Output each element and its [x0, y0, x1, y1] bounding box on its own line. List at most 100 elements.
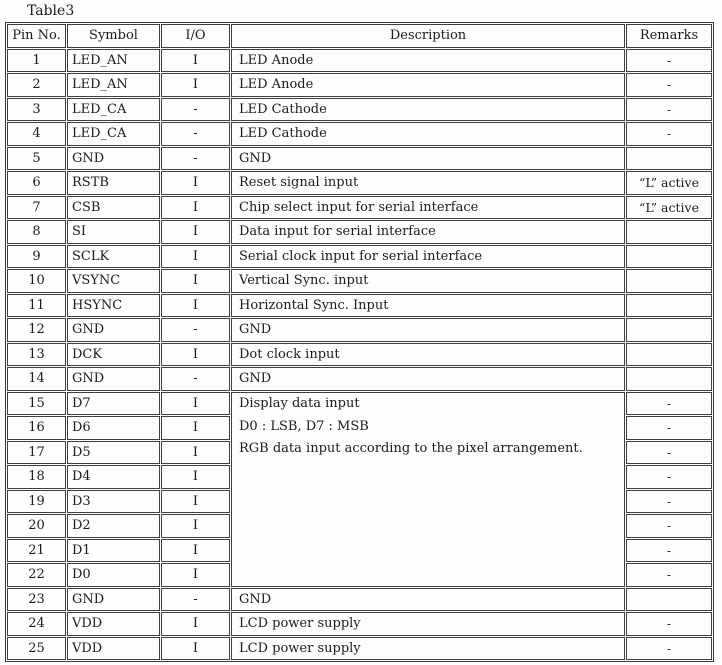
table-row-pin-24: 24 VDD I LCD power supply -	[7, 612, 712, 636]
cell-symbol-pin-14: GND	[67, 367, 160, 391]
cell-io-pin-11: I	[161, 293, 230, 317]
table-row-pin-16: 16 D6 I -	[7, 416, 712, 440]
cell-remarks-pin-2: -	[626, 73, 712, 97]
cell-remarks-pin-3: -	[626, 97, 712, 121]
cell-symbol-pin-7: CSB	[67, 195, 160, 219]
cell-desc-pin-2: LED Anode	[231, 73, 625, 97]
cell-pin-pin-23: 23	[7, 587, 66, 611]
cell-pin-pin-12: 12	[7, 318, 66, 342]
cell-pin-pin-17: 17	[7, 440, 66, 464]
cell-symbol-pin-18: D4	[67, 465, 160, 489]
cell-pin-pin-14: 14	[7, 367, 66, 391]
table-body: 1 LED_AN I LED Anode -2 LED_AN I LED Anode -3 LED…	[7, 48, 712, 660]
cell-remarks-pin-4: -	[626, 122, 712, 146]
cell-symbol-pin-16: D6	[67, 416, 160, 440]
table-row-pin-22: 22 D0 I -	[7, 563, 712, 587]
cell-desc-pin-4: LED Cathode	[231, 122, 625, 146]
table-row-pin-12: 12 GND - GND	[7, 318, 712, 342]
cell-pin-pin-4: 4	[7, 122, 66, 146]
cell-pin-pin-24: 24	[7, 612, 66, 636]
cell-pin-pin-15: 15	[7, 391, 66, 415]
cell-io-pin-4: -	[161, 122, 230, 146]
merged-description-line: D0 : LSB, D7 : MSB	[239, 418, 369, 434]
table-row-pin-15: 15 D7 I Display data input D0 : LSB, D7 : MS…	[7, 391, 712, 587]
cell-remarks-pin-20: -	[626, 514, 712, 538]
cell-desc-pin-5: GND	[231, 146, 625, 170]
column-header-remarks: Remarks	[626, 24, 712, 48]
table-row-pin-1: 1 LED_AN I LED Anode -	[7, 48, 712, 72]
cell-desc-pin-12: GND	[231, 318, 625, 342]
cell-io-pin-10: I	[161, 269, 230, 293]
cell-remarks-pin-12	[626, 318, 712, 342]
cell-symbol-pin-25: VDD	[67, 636, 160, 660]
cell-io-pin-8: I	[161, 220, 230, 244]
cell-desc-pin-9: Serial clock input for serial interface	[231, 244, 625, 268]
cell-symbol-pin-9: SCLK	[67, 244, 160, 268]
cell-remarks-pin-16: -	[626, 416, 712, 440]
cell-remarks-pin-13	[626, 342, 712, 366]
cell-symbol-pin-2: LED_AN	[67, 73, 160, 97]
cell-io-pin-3: -	[161, 97, 230, 121]
cell-symbol-pin-24: VDD	[67, 612, 160, 636]
cell-symbol-pin-5: GND	[67, 146, 160, 170]
cell-io-pin-18: I	[161, 465, 230, 489]
table-row-pin-9: 9 SCLK I Serial clock input for serial inte…	[7, 244, 712, 268]
cell-io-pin-24: I	[161, 612, 230, 636]
cell-pin-pin-8: 8	[7, 220, 66, 244]
merged-description-line: Display data input	[239, 396, 360, 412]
table-row-pin-2: 2 LED_AN I LED Anode -	[7, 73, 712, 97]
cell-pin-pin-6: 6	[7, 171, 66, 195]
table-row-pin-8: 8 SI I Data input for serial interface	[7, 220, 712, 244]
cell-pin-pin-5: 5	[7, 146, 66, 170]
table-row-pin-5: 5 GND - GND	[7, 146, 712, 170]
cell-symbol-pin-23: GND	[67, 587, 160, 611]
cell-symbol-pin-11: HSYNC	[67, 293, 160, 317]
cell-desc-pin-15: Display data input D0 : LSB, D7 : MSB RGB …	[231, 391, 625, 587]
cell-pin-pin-16: 16	[7, 416, 66, 440]
cell-io-pin-20: I	[161, 514, 230, 538]
cell-pin-pin-19: 19	[7, 489, 66, 513]
cell-remarks-pin-7: “L” active	[626, 195, 712, 219]
table-title: Table3	[27, 3, 75, 19]
cell-desc-pin-23: GND	[231, 587, 625, 611]
cell-io-pin-7: I	[161, 195, 230, 219]
cell-desc-pin-25: LCD power supply	[231, 636, 625, 660]
column-header-pin: Pin No.	[7, 24, 66, 48]
cell-desc-pin-14: GND	[231, 367, 625, 391]
table-row-pin-10: 10 VSYNC I Vertical Sync. input	[7, 269, 712, 293]
table-row-pin-3: 3 LED_CA - LED Cathode -	[7, 97, 712, 121]
cell-io-pin-5: -	[161, 146, 230, 170]
cell-symbol-pin-8: SI	[67, 220, 160, 244]
merged-description-line: RGB data input according to the pixel ar…	[239, 441, 583, 457]
cell-io-pin-16: I	[161, 416, 230, 440]
cell-remarks-pin-24: -	[626, 612, 712, 636]
cell-desc-pin-8: Data input for serial interface	[231, 220, 625, 244]
table-row-pin-7: 7 CSB I Chip select input for serial interf…	[7, 195, 712, 219]
table-header-row: Pin No. Symbol I/O Description Remarks	[7, 24, 712, 48]
cell-io-pin-15: I	[161, 391, 230, 415]
cell-symbol-pin-15: D7	[67, 391, 160, 415]
cell-remarks-pin-5	[626, 146, 712, 170]
cell-symbol-pin-1: LED_AN	[67, 48, 160, 72]
cell-io-pin-14: -	[161, 367, 230, 391]
cell-symbol-pin-12: GND	[67, 318, 160, 342]
cell-io-pin-12: -	[161, 318, 230, 342]
cell-pin-pin-13: 13	[7, 342, 66, 366]
cell-symbol-pin-13: DCK	[67, 342, 160, 366]
cell-pin-pin-11: 11	[7, 293, 66, 317]
table-row-pin-11: 11 HSYNC I Horizontal Sync. Input	[7, 293, 712, 317]
cell-remarks-pin-8	[626, 220, 712, 244]
cell-remarks-pin-17: -	[626, 440, 712, 464]
cell-remarks-pin-10	[626, 269, 712, 293]
cell-remarks-pin-25: -	[626, 636, 712, 660]
table-row-pin-23: 23 GND - GND	[7, 587, 712, 611]
column-header-symbol: Symbol	[67, 24, 160, 48]
cell-remarks-pin-14	[626, 367, 712, 391]
table-row-pin-25: 25 VDD I LCD power supply -	[7, 636, 712, 660]
table-row-pin-19: 19 D3 I -	[7, 489, 712, 513]
cell-desc-pin-6: Reset signal input	[231, 171, 625, 195]
table-row-pin-18: 18 D4 I -	[7, 465, 712, 489]
cell-remarks-pin-23	[626, 587, 712, 611]
cell-symbol-pin-21: D1	[67, 538, 160, 562]
